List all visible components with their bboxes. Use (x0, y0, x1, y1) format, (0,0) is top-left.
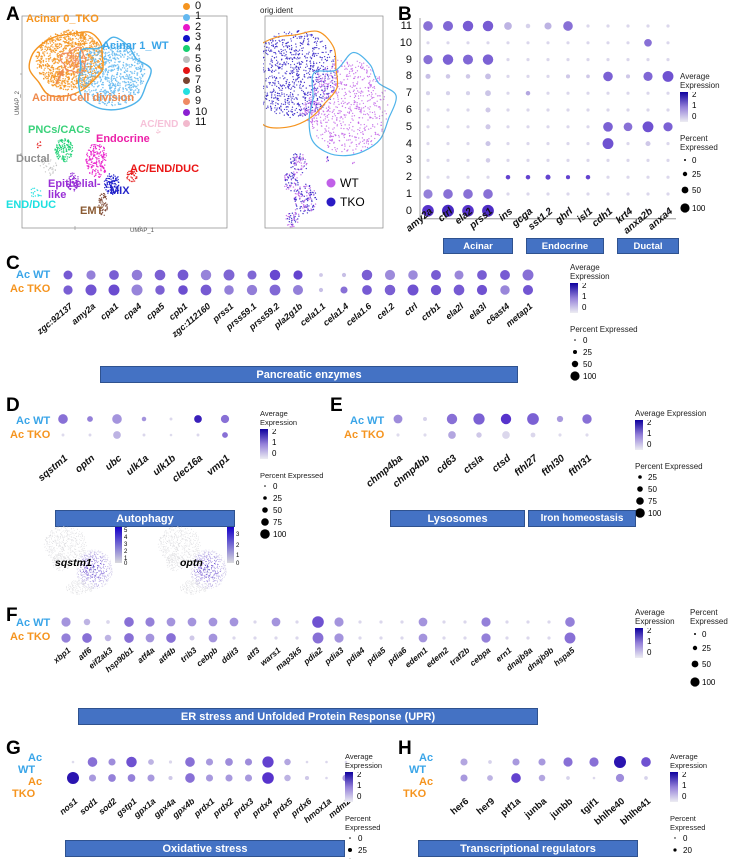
svg-text:2: 2 (692, 92, 697, 99)
svg-text:0: 0 (692, 112, 697, 121)
svg-text:0: 0 (692, 156, 697, 165)
svg-text:1: 1 (582, 292, 587, 301)
svg-text:TKO: TKO (340, 195, 365, 209)
svg-text:0: 0 (582, 303, 587, 312)
svg-text:100: 100 (273, 530, 287, 539)
svg-text:2: 2 (582, 283, 587, 290)
svg-text:1: 1 (272, 438, 277, 447)
svg-text:25: 25 (273, 494, 282, 503)
svg-text:100: 100 (692, 204, 706, 213)
svg-text:100: 100 (583, 372, 597, 381)
svg-text:50: 50 (692, 186, 701, 195)
svg-text:75: 75 (273, 518, 282, 527)
svg-text:50: 50 (273, 506, 282, 515)
svg-text:0: 0 (272, 449, 277, 458)
svg-text:25: 25 (583, 348, 592, 357)
svg-text:25: 25 (692, 170, 701, 179)
svg-text:50: 50 (583, 360, 592, 369)
svg-text:1: 1 (692, 101, 697, 110)
svg-text:0: 0 (273, 482, 278, 491)
svg-text:0: 0 (583, 336, 588, 345)
svg-text:WT: WT (340, 176, 359, 190)
svg-text:2: 2 (272, 429, 277, 436)
